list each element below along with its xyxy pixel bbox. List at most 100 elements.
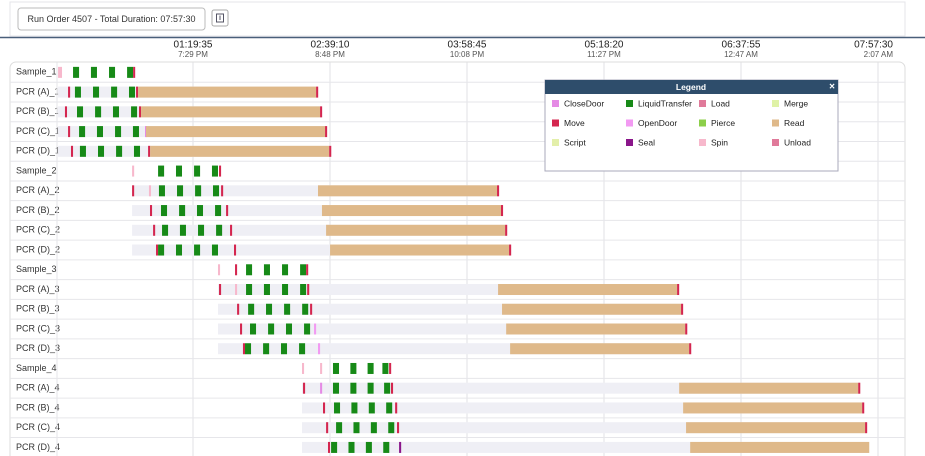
legend-swatch: [699, 119, 706, 127]
task-segment: [194, 165, 201, 177]
row-span: [217, 323, 688, 335]
task-segment: [266, 303, 273, 315]
row-span: [217, 284, 680, 296]
task-segment: [175, 244, 183, 256]
x-tick-label: 07:57:30: [854, 40, 893, 51]
task-segment: [683, 402, 863, 414]
task-segment: [388, 422, 395, 434]
task-segment: [299, 343, 306, 355]
task-segment: [179, 205, 186, 217]
task-segment: [382, 362, 389, 374]
x-tick-label: 03:58:45: [448, 40, 487, 51]
row-span: [132, 244, 512, 256]
task-segment: [242, 343, 246, 355]
task-segment: [320, 382, 323, 394]
task-segment: [397, 422, 400, 434]
task-segment: [115, 126, 122, 138]
task-segment: [96, 126, 103, 138]
task-segment: [263, 264, 270, 276]
task-segment: [389, 362, 392, 374]
legend-title: Legend: [676, 82, 706, 92]
task-segment: [689, 343, 692, 355]
row-span: [301, 402, 865, 414]
row-label: PCR (D)_3: [16, 343, 60, 353]
task-segment: [395, 402, 398, 414]
task-segment: [221, 185, 224, 197]
task-segment: [179, 224, 186, 236]
row-span: [132, 224, 508, 236]
task-segment: [509, 244, 512, 256]
task-segment: [136, 86, 139, 98]
task-segment: [370, 422, 377, 434]
legend-label: Load: [711, 98, 730, 108]
task-segment: [132, 126, 139, 138]
row-label: PCR (B)_2: [16, 205, 60, 215]
task-segment: [502, 303, 682, 315]
task-segment: [211, 165, 218, 177]
task-segment: [64, 106, 68, 118]
x-tick-label: 06:37:55: [722, 40, 761, 51]
legend-swatch: [772, 100, 779, 107]
row-label: PCR (C)_2: [16, 225, 60, 235]
row-span: [132, 205, 504, 217]
task-segment: [153, 224, 156, 236]
row-label: PCR (A)_3: [16, 284, 60, 294]
task-segment: [116, 145, 123, 157]
task-segment: [316, 86, 319, 98]
task-segment: [303, 382, 306, 394]
task-segment: [679, 382, 859, 394]
task-segment: [73, 66, 80, 78]
x-tick-clock: 11:27 PM: [587, 50, 621, 59]
task-segment: [285, 323, 293, 335]
task-segment: [263, 343, 270, 355]
x-tick-label: 05:18:20: [585, 40, 624, 51]
task-segment: [246, 284, 253, 296]
task-segment: [175, 165, 183, 177]
legend-swatch: [772, 139, 779, 146]
task-segment: [230, 224, 233, 236]
task-segment: [196, 205, 204, 217]
task-segment: [263, 284, 270, 296]
task-segment: [322, 402, 326, 414]
task-segment: [146, 126, 326, 138]
legend-swatch: [699, 100, 706, 107]
task-segment: [131, 106, 138, 118]
task-segment: [219, 284, 222, 296]
task-segment: [365, 441, 372, 453]
task-segment: [858, 382, 861, 394]
row-span: [217, 343, 692, 355]
legend-label: Move: [564, 118, 585, 128]
task-segment: [505, 224, 508, 236]
run-button-label: Run Order 4507 - Total Duration: 07:57:3…: [28, 14, 196, 24]
legend-header: [545, 80, 838, 94]
task-segment: [300, 284, 307, 296]
task-segment: [865, 422, 868, 434]
task-segment: [306, 264, 309, 276]
task-segment: [112, 106, 120, 118]
row-span: [301, 422, 868, 434]
row-span: [301, 382, 861, 394]
task-segment: [336, 422, 343, 434]
task-segment: [77, 106, 84, 118]
task-segment: [390, 382, 394, 394]
legend-swatch: [626, 100, 633, 107]
legend-close[interactable]: ×: [829, 82, 835, 93]
legend-label: Merge: [784, 98, 808, 108]
legend-label: Pierce: [711, 118, 735, 128]
row-label: PCR (A)_2: [16, 185, 60, 195]
task-segment: [226, 205, 229, 217]
task-segment: [348, 441, 355, 453]
run-button[interactable]: [17, 7, 206, 31]
row-label: PCR (D)_2: [16, 244, 60, 254]
task-segment: [320, 106, 323, 118]
legend-swatch: [699, 139, 706, 146]
task-segment: [681, 303, 684, 315]
task-segment: [677, 284, 680, 296]
legend-swatch: [552, 119, 559, 127]
x-tick-clock: 10:08 PM: [450, 50, 485, 59]
task-segment: [111, 86, 118, 98]
x-tick-label: 02:39:10: [311, 40, 350, 51]
task-segment: [217, 264, 221, 276]
row-span: [132, 185, 500, 197]
task-segment: [326, 422, 329, 434]
